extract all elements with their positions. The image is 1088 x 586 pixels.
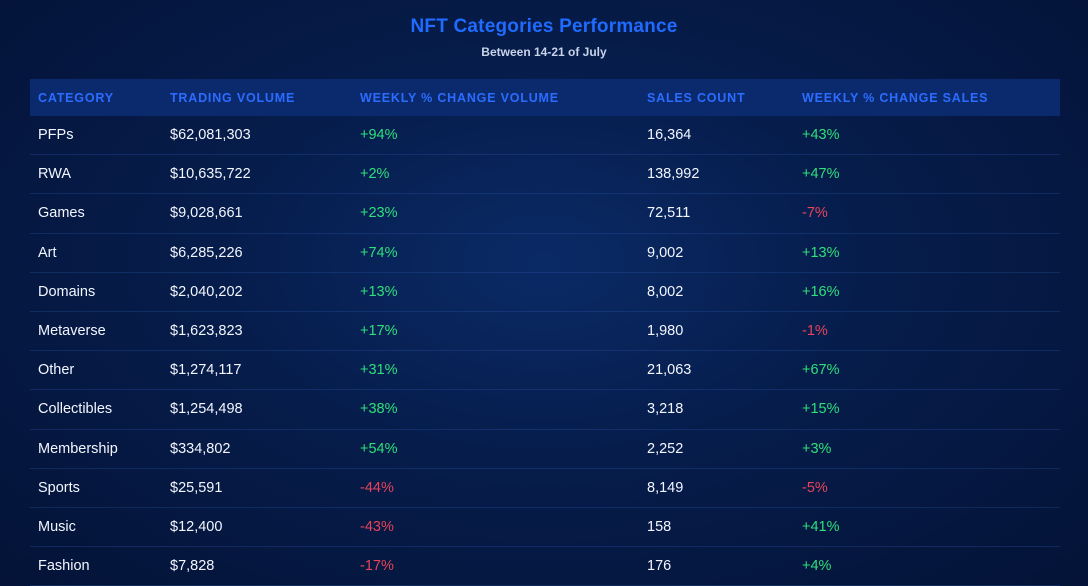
cell-trading-volume: $25,591 <box>170 479 223 496</box>
cell-weekly-change-sales: +15% <box>802 401 840 418</box>
cell-weekly-change-sales: +4% <box>802 558 832 575</box>
cell-trading-volume: $7,828 <box>170 558 215 575</box>
cell-weekly-change-volume: +54% <box>360 440 398 457</box>
cell-weekly-change-sales: -5% <box>802 479 828 496</box>
cell-trading-volume: $9,028,661 <box>170 205 243 222</box>
cell-trading-volume: $6,285,226 <box>170 244 243 261</box>
cell-sales-count: 3,218 <box>647 401 684 418</box>
table-row: PFPs $62,081,303 +94% 16,364 +43% <box>30 116 1060 156</box>
table-row: Metaverse $1,623,823 +17% 1,980 -1% <box>30 312 1060 352</box>
table-row: Sports $25,591 -44% 8,149 -5% <box>30 469 1060 508</box>
cell-trading-volume: $1,274,117 <box>170 362 242 379</box>
cell-trading-volume: $1,254,498 <box>170 401 243 418</box>
cell-trading-volume: $2,040,202 <box>170 283 243 300</box>
cell-category: RWA <box>38 166 72 183</box>
cell-category: Art <box>38 244 57 261</box>
cell-category: Sports <box>38 479 80 496</box>
chart-subtitle: Between 14-21 of July <box>481 45 607 59</box>
cell-weekly-change-volume: +17% <box>360 323 398 340</box>
cell-sales-count: 16,364 <box>647 127 692 144</box>
table-row: Games $9,028,661 +23% 72,511 -7% <box>30 194 1060 234</box>
cell-weekly-change-volume: +13% <box>360 283 398 300</box>
cell-weekly-change-volume: +94% <box>360 127 398 144</box>
chart-title: NFT Categories Performance <box>410 16 678 37</box>
cell-weekly-change-sales: +67% <box>802 362 840 379</box>
cell-trading-volume: $334,802 <box>170 440 231 457</box>
cell-sales-count: 1,980 <box>647 323 684 340</box>
cell-category: Domains <box>38 283 96 300</box>
cell-weekly-change-volume: -17% <box>360 558 394 575</box>
header-trading-volume: TRADING VOLUME <box>170 90 296 105</box>
cell-sales-count: 9,002 <box>647 244 684 261</box>
cell-weekly-change-volume: +38% <box>360 401 398 418</box>
table-row: Collectibles $1,254,498 +38% 3,218 +15% <box>30 390 1060 430</box>
cell-weekly-change-volume: +23% <box>360 205 398 222</box>
cell-weekly-change-sales: -1% <box>802 323 828 340</box>
cell-sales-count: 158 <box>647 518 672 535</box>
cell-trading-volume: $1,623,823 <box>170 323 243 340</box>
cell-weekly-change-sales: -7% <box>802 205 828 222</box>
cell-sales-count: 176 <box>647 558 672 575</box>
table-body: PFPs $62,081,303 +94% 16,364 +43% RWA $10,635,… <box>30 116 1060 586</box>
cell-weekly-change-sales: +13% <box>802 244 840 261</box>
table-row: Domains $2,040,202 +13% 8,002 +16% <box>30 273 1060 312</box>
cell-category: Collectibles <box>38 401 113 418</box>
cell-category: Other <box>38 362 75 379</box>
table-row: Membership $334,802 +54% 2,252 +3% <box>30 430 1060 469</box>
cell-weekly-change-sales: +41% <box>802 518 840 535</box>
cell-weekly-change-volume: +2% <box>360 166 390 183</box>
table-row: RWA $10,635,722 +2% 138,992 +47% <box>30 155 1060 195</box>
cell-weekly-change-volume: -43% <box>360 518 394 535</box>
table-row: Fashion $7,828 -17% 176 +4% <box>30 547 1060 586</box>
cell-category: Music <box>38 518 76 535</box>
cell-category: PFPs <box>38 127 74 144</box>
cell-category: Membership <box>38 440 118 457</box>
header-category: CATEGORY <box>38 90 114 105</box>
header-sales-count: SALES COUNT <box>647 90 746 105</box>
cell-weekly-change-sales: +3% <box>802 440 832 457</box>
cell-sales-count: 21,063 <box>647 362 692 379</box>
cell-trading-volume: $12,400 <box>170 518 223 535</box>
cell-sales-count: 8,149 <box>647 479 684 496</box>
cell-category: Metaverse <box>38 323 106 340</box>
cell-weekly-change-volume: +31% <box>360 362 398 379</box>
table-row: Art $6,285,226 +74% 9,002 +13% <box>30 234 1060 273</box>
cell-weekly-change-sales: +47% <box>802 166 840 183</box>
cell-weekly-change-volume: -44% <box>360 479 394 496</box>
cell-sales-count: 2,252 <box>647 440 684 457</box>
cell-category: Games <box>38 205 85 222</box>
cell-sales-count: 138,992 <box>647 166 700 183</box>
table-header: CATEGORY TRADING VOLUME WEEKLY % CHANGE … <box>30 79 1060 116</box>
cell-trading-volume: $62,081,303 <box>170 127 251 144</box>
cell-sales-count: 72,511 <box>647 205 691 222</box>
header-weekly-change-volume: WEEKLY % CHANGE VOLUME <box>360 90 559 105</box>
header-weekly-change-sales: WEEKLY % CHANGE SALES <box>802 90 989 105</box>
cell-sales-count: 8,002 <box>647 283 684 300</box>
cell-weekly-change-volume: +74% <box>360 244 398 261</box>
cell-weekly-change-sales: +43% <box>802 127 840 144</box>
cell-weekly-change-sales: +16% <box>802 283 840 300</box>
table-row: Music $12,400 -43% 158 +41% <box>30 508 1060 548</box>
categories-table: CATEGORY TRADING VOLUME WEEKLY % CHANGE … <box>30 79 1060 586</box>
cell-category: Fashion <box>38 558 90 575</box>
table-row: Other $1,274,117 +31% 21,063 +67% <box>30 351 1060 391</box>
cell-trading-volume: $10,635,722 <box>170 166 251 183</box>
